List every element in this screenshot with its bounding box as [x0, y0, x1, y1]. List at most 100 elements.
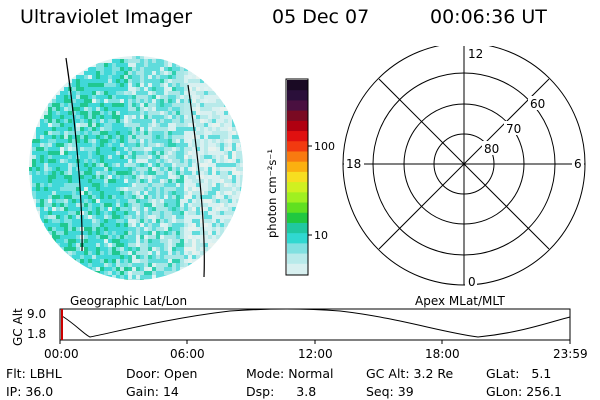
uv-pixel — [144, 91, 148, 95]
uv-pixel — [200, 143, 204, 147]
uv-pixel — [128, 143, 132, 147]
uv-pixel — [80, 251, 84, 255]
uv-pixel — [88, 83, 92, 87]
uv-pixel — [104, 155, 108, 159]
uv-pixel — [164, 211, 168, 215]
uv-pixel — [96, 103, 100, 107]
uv-pixel — [76, 131, 80, 135]
colorbar-segment — [287, 100, 308, 112]
uv-pixel — [224, 163, 228, 167]
uv-pixel — [188, 111, 192, 115]
uv-pixel — [172, 239, 176, 243]
colorbar-tick-label-10: 10 — [314, 229, 328, 242]
uv-pixel — [184, 99, 188, 103]
uv-pixel — [100, 83, 104, 87]
uv-pixel — [180, 267, 184, 271]
uv-pixel — [176, 211, 180, 215]
uv-pixel — [132, 183, 136, 187]
uv-pixel — [116, 127, 120, 131]
uv-pixel — [136, 71, 140, 75]
uv-pixel — [204, 199, 208, 203]
uv-pixel — [132, 211, 136, 215]
uv-pixel — [112, 83, 116, 87]
uv-pixel — [36, 167, 40, 171]
time-label-0000: 00:00 — [44, 347, 79, 361]
uv-pixel — [100, 111, 104, 115]
uv-pixel — [232, 207, 236, 211]
uv-pixel — [120, 95, 124, 99]
uv-pixel — [148, 95, 152, 99]
uv-pixel — [224, 115, 228, 119]
uv-pixel — [172, 259, 176, 263]
uv-pixel — [96, 155, 100, 159]
uv-pixel — [116, 263, 120, 267]
uv-pixel — [136, 275, 140, 279]
uv-pixel — [164, 119, 168, 123]
uv-pixel — [120, 87, 124, 91]
uv-pixel — [104, 71, 108, 75]
uv-pixel — [96, 231, 100, 235]
uv-pixel — [84, 255, 88, 259]
uv-pixel — [176, 183, 180, 187]
uv-pixel — [176, 131, 180, 135]
uv-pixel — [140, 231, 144, 235]
uv-pixel — [184, 239, 188, 243]
uv-pixel — [156, 235, 160, 239]
uv-pixel — [160, 195, 164, 199]
uv-pixel — [44, 223, 48, 227]
uv-pixel — [44, 163, 48, 167]
uv-pixel — [212, 103, 216, 107]
uv-pixel — [224, 195, 228, 199]
uv-pixel — [68, 127, 72, 131]
uv-pixel — [120, 231, 124, 235]
uv-pixel — [52, 147, 56, 151]
uv-pixel — [172, 183, 176, 187]
uv-pixel — [112, 259, 116, 263]
uv-pixel — [116, 103, 120, 107]
uv-pixel — [48, 143, 52, 147]
uv-pixel — [56, 203, 60, 207]
uv-pixel — [172, 243, 176, 247]
uv-pixel — [88, 139, 92, 143]
uv-pixel — [236, 139, 240, 143]
uv-pixel — [172, 179, 176, 183]
uv-pixel — [84, 231, 88, 235]
uv-pixel — [124, 159, 128, 163]
uv-pixel — [156, 211, 160, 215]
uv-pixel — [144, 275, 148, 279]
uv-pixel — [156, 203, 160, 207]
uv-pixel — [236, 159, 240, 163]
uv-pixel — [136, 151, 140, 155]
observation-time: 00:06:36 UT — [430, 6, 547, 28]
uv-pixel — [184, 167, 188, 171]
uv-pixel — [60, 171, 64, 175]
uv-pixel — [224, 159, 228, 163]
uv-pixel — [52, 171, 56, 175]
uv-pixel — [80, 139, 84, 143]
mlat-label-80: 80 — [484, 142, 499, 156]
uv-pixel — [96, 203, 100, 207]
uv-pixel — [196, 211, 200, 215]
uv-pixel — [100, 91, 104, 95]
uv-pixel — [76, 199, 80, 203]
uv-pixel — [104, 191, 108, 195]
uv-pixel — [192, 259, 196, 263]
uv-pixel — [172, 119, 176, 123]
uv-pixel — [204, 211, 208, 215]
uv-pixel — [116, 87, 120, 91]
uv-pixel — [192, 91, 196, 95]
uv-pixel — [104, 67, 108, 71]
uv-pixel — [148, 143, 152, 147]
uv-pixel — [108, 227, 112, 231]
uv-pixel — [168, 151, 172, 155]
uv-pixel — [200, 155, 204, 159]
uv-pixel — [44, 167, 48, 171]
uv-pixel — [144, 191, 148, 195]
uv-pixel — [208, 203, 212, 207]
uv-pixel — [152, 219, 156, 223]
uv-pixel — [192, 159, 196, 163]
uv-pixel — [200, 127, 204, 131]
uv-pixel — [144, 123, 148, 127]
uv-pixel — [120, 215, 124, 219]
uv-pixel — [96, 83, 100, 87]
